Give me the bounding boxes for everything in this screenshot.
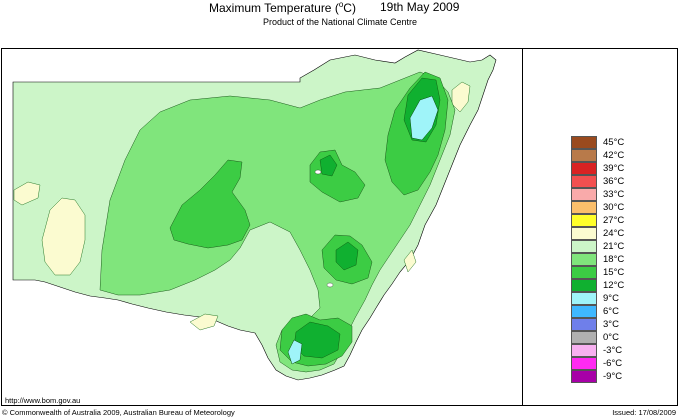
legend-label: 24°C <box>603 228 625 239</box>
legend-label: 12°C <box>603 280 625 291</box>
legend-row: 0°C <box>571 331 631 344</box>
issued-date: Issued: 17/08/2009 <box>612 408 676 417</box>
legend-swatch <box>571 357 597 370</box>
legend-label: 15°C <box>603 267 625 278</box>
warm-patch-nw <box>13 181 41 206</box>
legend-row: 15°C <box>571 266 631 279</box>
legend-row: 27°C <box>571 214 631 227</box>
temperature-legend: 45°C 42°C 39°C 36°C 33°C 30°C 27°C 24°C 21°C 18°C… <box>571 136 631 383</box>
legend-row: 9°C <box>571 292 631 305</box>
legend-row: -9°C <box>571 370 631 383</box>
legend-label: 30°C <box>603 202 625 213</box>
legend-row: 30°C <box>571 201 631 214</box>
zone-15c-west <box>169 159 251 249</box>
legend-swatch <box>571 175 597 188</box>
legend-row: 42°C <box>571 149 631 162</box>
legend-row: 6°C <box>571 305 631 318</box>
source-url[interactable]: http://www.bom.gov.au <box>5 396 81 405</box>
zone-9c-alps <box>287 339 303 365</box>
map-title: Maximum Temperature (oC) <box>209 0 356 15</box>
legend-swatch <box>571 162 597 175</box>
legend-swatch <box>571 188 597 201</box>
legend-row: 45°C <box>571 136 631 149</box>
legend-row: 3°C <box>571 318 631 331</box>
legend-row: -6°C <box>571 357 631 370</box>
legend-label: -3°C <box>603 345 623 356</box>
legend-swatch <box>571 214 597 227</box>
legend-swatch <box>571 227 597 240</box>
legend-swatch <box>571 279 597 292</box>
legend-label: 3°C <box>603 319 619 330</box>
legend-label: 18°C <box>603 254 625 265</box>
lake-marker-2 <box>326 282 334 288</box>
legend-swatch <box>571 240 597 253</box>
legend-row: 21°C <box>571 240 631 253</box>
legend-swatch <box>571 370 597 383</box>
legend-label: 33°C <box>603 189 625 200</box>
legend-row: 12°C <box>571 279 631 292</box>
legend-label: 0°C <box>603 332 619 343</box>
legend-label: -6°C <box>603 358 623 369</box>
legend-row: 18°C <box>571 253 631 266</box>
legend-label: 42°C <box>603 150 625 161</box>
copyright-text: © Commonwealth of Australia 2009, Austra… <box>2 408 235 417</box>
warm-patch-west <box>41 197 86 276</box>
legend-label: 36°C <box>603 176 625 187</box>
legend-label: 9°C <box>603 293 619 304</box>
legend-row: -3°C <box>571 344 631 357</box>
legend-swatch <box>571 201 597 214</box>
legend-row: 24°C <box>571 227 631 240</box>
zone-9c-new-england <box>409 95 439 141</box>
legend-frame <box>523 48 678 406</box>
legend-swatch <box>571 266 597 279</box>
map-subtitle: Product of the National Climate Centre <box>262 17 418 27</box>
legend-swatch <box>571 318 597 331</box>
legend-label: -9°C <box>603 371 623 382</box>
legend-label: 21°C <box>603 241 625 252</box>
zone-12c-north-a <box>319 154 338 177</box>
lake-marker-1 <box>314 169 322 175</box>
legend-label: 27°C <box>603 215 625 226</box>
map-title-text: Maximum Temperature ( <box>209 1 339 15</box>
warm-patch-coast-2 <box>403 249 417 273</box>
legend-swatch <box>571 331 597 344</box>
map-date: 19th May 2009 <box>380 0 460 14</box>
map-title-end: C) <box>343 1 356 15</box>
legend-label: 39°C <box>603 163 625 174</box>
legend-swatch <box>571 136 597 149</box>
legend-row: 33°C <box>571 188 631 201</box>
legend-row: 36°C <box>571 175 631 188</box>
legend-swatch <box>571 305 597 318</box>
zone-12c-central <box>335 241 359 271</box>
legend-label: 6°C <box>603 306 619 317</box>
legend-swatch <box>571 292 597 305</box>
zone-18c-central <box>99 71 456 373</box>
map-title-unit: o <box>338 0 344 9</box>
legend-label: 45°C <box>603 137 625 148</box>
legend-swatch <box>571 253 597 266</box>
legend-swatch <box>571 344 597 357</box>
legend-row: 39°C <box>571 162 631 175</box>
warm-patch-south <box>189 313 219 331</box>
title-row: Maximum Temperature (oC) 19th May 2009 <box>0 0 680 16</box>
legend-swatch <box>571 149 597 162</box>
